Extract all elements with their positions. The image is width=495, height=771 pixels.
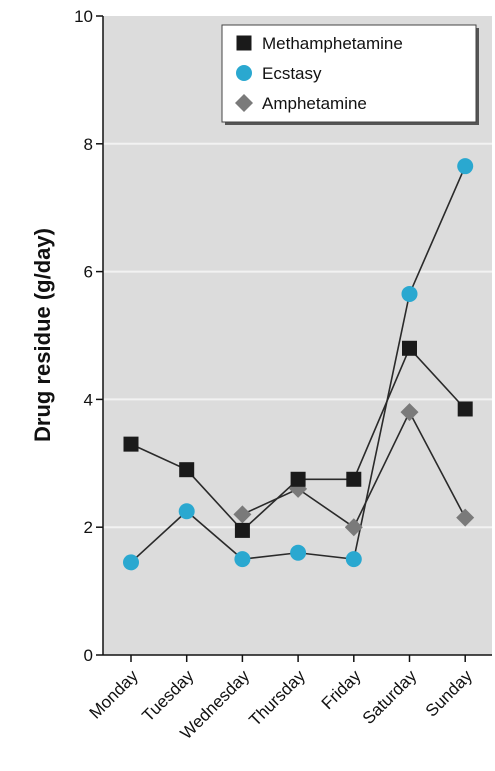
y-tick-label: 8	[84, 135, 93, 154]
x-tick-label: Sunday	[422, 666, 477, 721]
legend-label: Amphetamine	[262, 94, 367, 113]
legend-box	[221, 24, 477, 123]
data-point	[178, 503, 195, 520]
y-axis: 0 2 4 6 8 10	[74, 7, 104, 665]
data-point	[123, 554, 139, 571]
data-point	[236, 35, 252, 51]
x-tick-label: Monday	[86, 666, 143, 723]
y-tick-label: 10	[74, 7, 93, 26]
data-point	[344, 518, 363, 537]
data-point	[235, 94, 253, 112]
data-point	[456, 508, 475, 527]
data-point	[290, 544, 307, 561]
data-point	[290, 471, 306, 487]
data-point	[233, 505, 252, 524]
data-point	[401, 285, 418, 302]
series-ecstasy-markers	[123, 158, 474, 571]
legend-label: Methamphetamine	[262, 34, 403, 53]
y-tick-label: 0	[84, 646, 93, 665]
x-tick-label: Thursday	[245, 666, 309, 730]
gridlines	[103, 142, 492, 529]
x-tick-label: Friday	[318, 666, 365, 713]
data-point	[457, 401, 473, 417]
data-point	[236, 65, 252, 81]
series-methamphetamine-markers	[123, 340, 473, 538]
y-axis-title: Drug residue (g/day)	[30, 228, 55, 442]
data-point	[234, 522, 250, 538]
series-layer	[123, 158, 475, 571]
legend-label: Ecstasy	[262, 64, 322, 83]
legend: Methamphetamine Ecstasy Amphetamine	[221, 24, 479, 125]
x-tick-label: Saturday	[359, 666, 421, 728]
y-tick-label: 4	[84, 390, 93, 409]
data-point	[179, 462, 195, 478]
data-point	[457, 158, 474, 175]
y-tick-label: 6	[84, 263, 93, 282]
data-point	[345, 551, 362, 568]
data-point	[400, 403, 419, 422]
y-tick-label: 2	[84, 518, 93, 537]
data-point	[346, 471, 362, 487]
data-point	[123, 436, 139, 452]
data-point	[402, 340, 417, 356]
data-point	[234, 551, 251, 568]
